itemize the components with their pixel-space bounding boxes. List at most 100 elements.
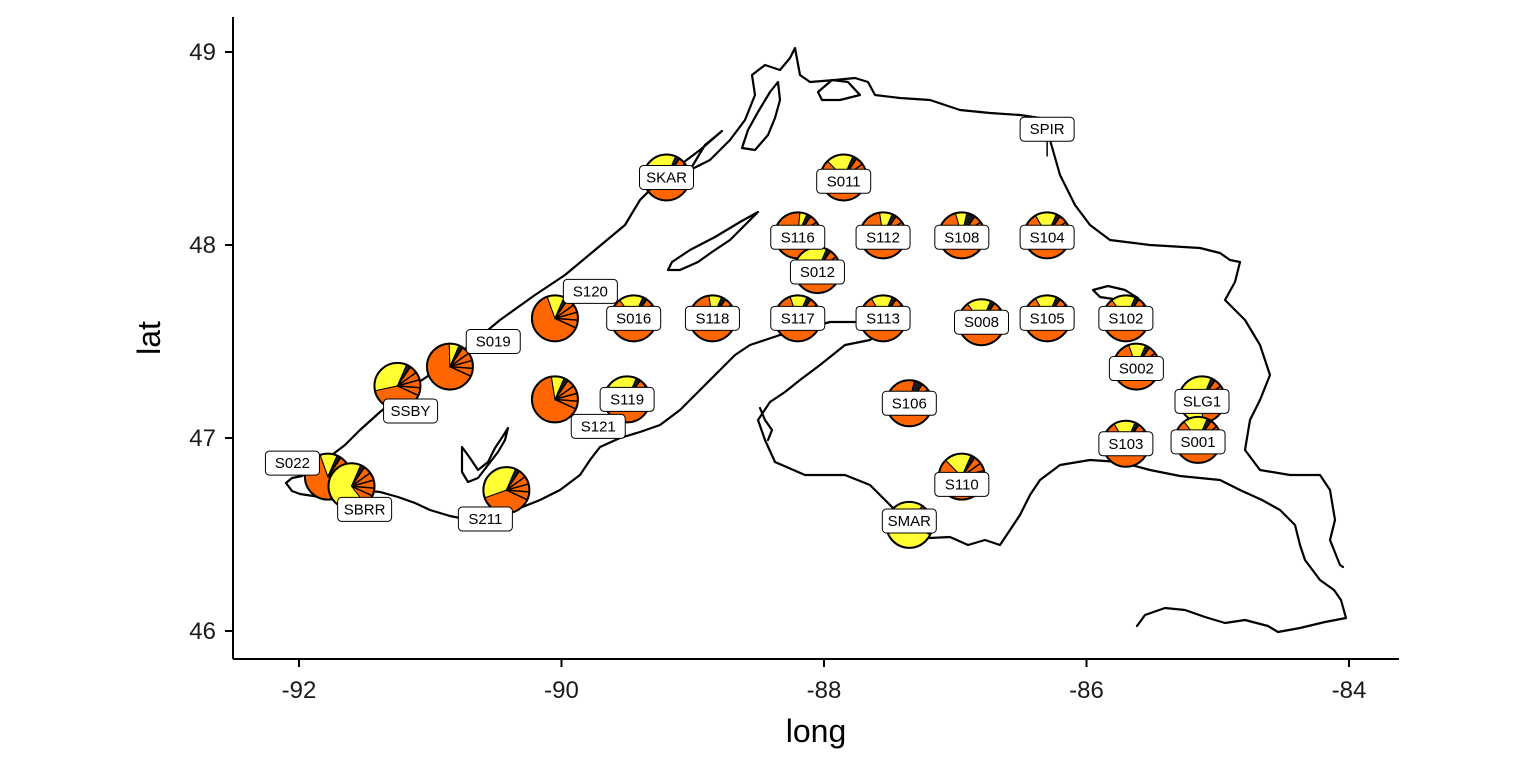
site-label-s016: S016 [606,305,662,331]
pie-divider [554,304,575,319]
pie-divider [397,385,421,389]
label-box [1108,356,1164,382]
site-label-s113: S113 [855,305,911,331]
label-box [684,305,740,331]
label-box [1098,431,1154,457]
pie-divider [449,352,470,368]
site-label-s022: S022 [264,450,320,476]
label-box [465,329,521,354]
label-text: S011 [827,173,861,190]
label-box [337,496,393,522]
label-box [1098,305,1154,331]
label-text: S019 [476,334,511,351]
pie-divider [396,366,412,387]
pie-outline [425,342,474,391]
site-label-s001: S001 [1170,429,1226,455]
site-label-slg1: SLG1 [1174,388,1230,414]
site-label-s105: S105 [1019,305,1075,331]
label-text: S112 [866,229,900,246]
x-tick-label: -86 [1069,677,1104,704]
site-pie-s019 [425,342,474,391]
site-pie-ssby [373,361,422,410]
label-box [789,259,845,285]
label-text: S108 [944,229,979,246]
pie-divider [506,489,530,493]
label-text: SKAR [646,169,687,186]
label-box [855,305,911,331]
site-pies [303,140,1226,549]
isle-royale [666,210,760,272]
site-label-spir: SPIR [1019,116,1075,142]
y-axis-title: lat [131,321,167,355]
label-box [816,168,872,194]
label-box [1019,305,1075,331]
label-text: S104 [1030,229,1065,246]
site-label-s104: S104 [1019,224,1075,250]
site-pie-s121 [530,375,579,424]
y-tick-label: 46 [189,618,216,645]
y-tick-label: 48 [189,232,216,259]
pie-divider [554,317,577,329]
label-box [457,506,513,532]
label-text: S103 [1108,436,1143,453]
label-text: S110 [945,476,979,493]
y-tick-label: 49 [189,39,216,66]
label-box [1174,388,1230,414]
label-text: S102 [1108,310,1143,327]
pie-divider [397,379,420,387]
pie-divider [554,398,577,410]
pie-divider [351,485,375,489]
x-axis: -92 -90 -88 -86 -84 long [233,658,1399,749]
site-label-s211: S211 [457,506,513,532]
label-text: S120 [573,283,608,300]
site-label-s112: S112 [855,224,911,250]
site-label-s118: S118 [684,305,740,331]
site-label-ssby: SSBY [383,398,439,424]
label-box [383,398,439,424]
label-text: S022 [275,455,310,472]
label-box [770,305,826,331]
label-box [1019,224,1075,250]
pie-divider [505,470,520,491]
site-label-s119: S119 [599,386,655,412]
pie-divider [506,483,529,491]
label-box [1170,429,1226,455]
label-box [264,450,320,476]
site-label-s012: S012 [789,259,845,285]
site-label-s019: S019 [465,329,521,354]
nipigon-island-1 [740,80,782,152]
label-box [934,471,990,497]
pie-outline [530,375,579,424]
label-box [770,224,826,250]
site-label-s103: S103 [1098,431,1154,457]
pie-divider [449,347,464,368]
pie-divider [554,311,578,320]
label-text: S016 [616,310,651,327]
pie-divider [554,385,575,401]
label-box [606,305,662,331]
x-tick-label: -88 [807,677,842,704]
keweenaw-tip [758,406,774,442]
label-text: S012 [800,264,835,281]
site-label-s117: S117 [770,305,826,331]
pie-divider [449,359,473,368]
label-text: S002 [1119,361,1154,378]
pie-divider [327,457,342,478]
site-labels: SPIR SKAR S011 S116 S112 S108 S104 S012 S120 S016… [264,116,1230,534]
x-axis-title: long [786,713,847,749]
site-label-s008: S008 [954,309,1009,335]
site-label-s106: S106 [881,390,937,416]
site-pie-s211 [482,466,531,515]
label-box [954,309,1009,335]
y-axis: 46 47 48 49 lat [131,17,234,659]
site-label-s116: S116 [770,224,826,250]
site-label-sbrr: SBRR [337,496,393,522]
label-text: SBRR [344,501,386,518]
site-label-s110: S110 [934,471,990,497]
apostle-islands [460,426,510,484]
label-box [934,224,990,250]
site-pie-s120 [530,294,579,343]
label-text: S113 [866,310,900,327]
site-label-s102: S102 [1098,305,1154,331]
label-text: SPIR [1030,121,1065,138]
